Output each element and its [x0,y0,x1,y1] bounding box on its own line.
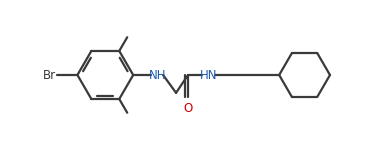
Text: Br: Br [43,69,56,81]
Text: NH: NH [149,69,167,81]
Text: O: O [183,102,193,115]
Text: HN: HN [200,69,218,81]
